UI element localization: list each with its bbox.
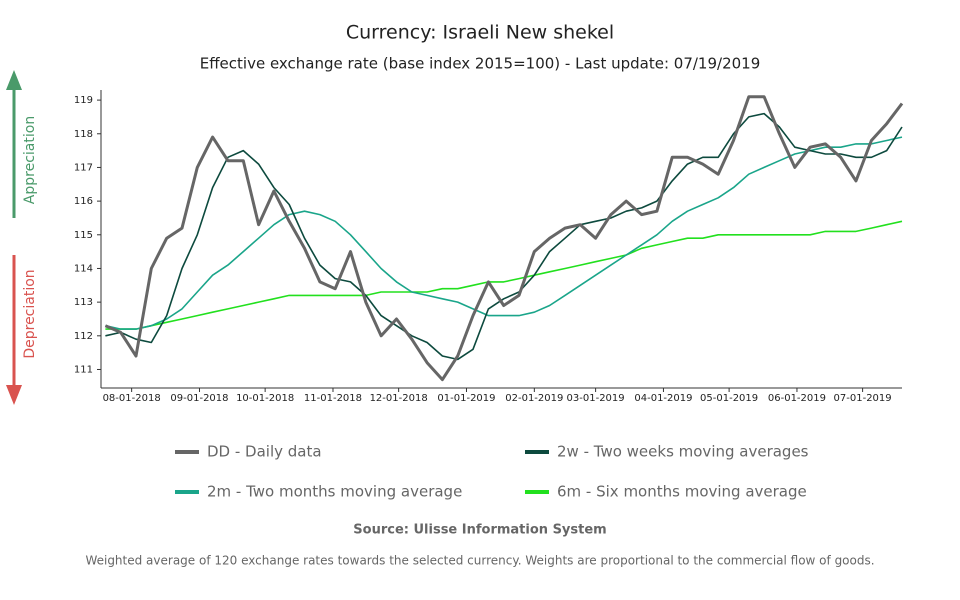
source: Source: Ulisse Information System	[353, 523, 606, 538]
legend-label: DD - Daily data	[207, 443, 322, 461]
x-tick-label: 01-01-2019	[437, 393, 495, 404]
footnote: Weighted average of 120 exchange rates t…	[85, 554, 874, 568]
appreciation-label: Appreciation	[22, 116, 38, 204]
chart-title: Currency: Israeli New shekel	[346, 22, 614, 44]
data-line	[105, 112, 903, 361]
data-line	[104, 95, 904, 382]
y-tick-label: 114	[74, 263, 93, 274]
data-line	[105, 136, 903, 330]
legend-label: 2m - Two months moving average	[207, 483, 462, 501]
x-tick-label: 10-01-2018	[236, 393, 294, 404]
x-tick-label: 03-01-2019	[567, 393, 625, 404]
x-tick-label: 06-01-2019	[768, 393, 826, 404]
y-tick-label: 117	[74, 162, 93, 173]
y-tick-label: 116	[74, 196, 93, 207]
x-tick-label: 02-01-2019	[505, 393, 563, 404]
x-tick-label: 11-01-2018	[304, 393, 362, 404]
x-tick-label: 12-01-2018	[370, 393, 428, 404]
y-tick-label: 119	[74, 95, 93, 106]
x-tick-label: 04-01-2019	[634, 393, 692, 404]
y-tick-label: 112	[74, 331, 93, 342]
chart-subtitle: Effective exchange rate (base index 2015…	[200, 55, 761, 73]
data-line	[105, 220, 903, 330]
y-tick-label: 115	[74, 230, 93, 241]
y-tick-label: 118	[74, 129, 93, 140]
depreciation-label: Depreciation	[22, 269, 38, 358]
appreciation-arrowhead	[6, 70, 22, 90]
y-tick-label: 111	[74, 364, 93, 375]
legend-label: 2w - Two weeks moving averages	[557, 443, 809, 461]
x-tick-label: 08-01-2018	[103, 393, 161, 404]
x-tick-label: 05-01-2019	[700, 393, 758, 404]
x-tick-label: 09-01-2018	[170, 393, 228, 404]
y-tick-label: 113	[74, 297, 93, 308]
legend-label: 6m - Six months moving average	[557, 483, 807, 501]
depreciation-arrowhead	[6, 385, 22, 405]
x-tick-label: 07-01-2019	[834, 393, 892, 404]
